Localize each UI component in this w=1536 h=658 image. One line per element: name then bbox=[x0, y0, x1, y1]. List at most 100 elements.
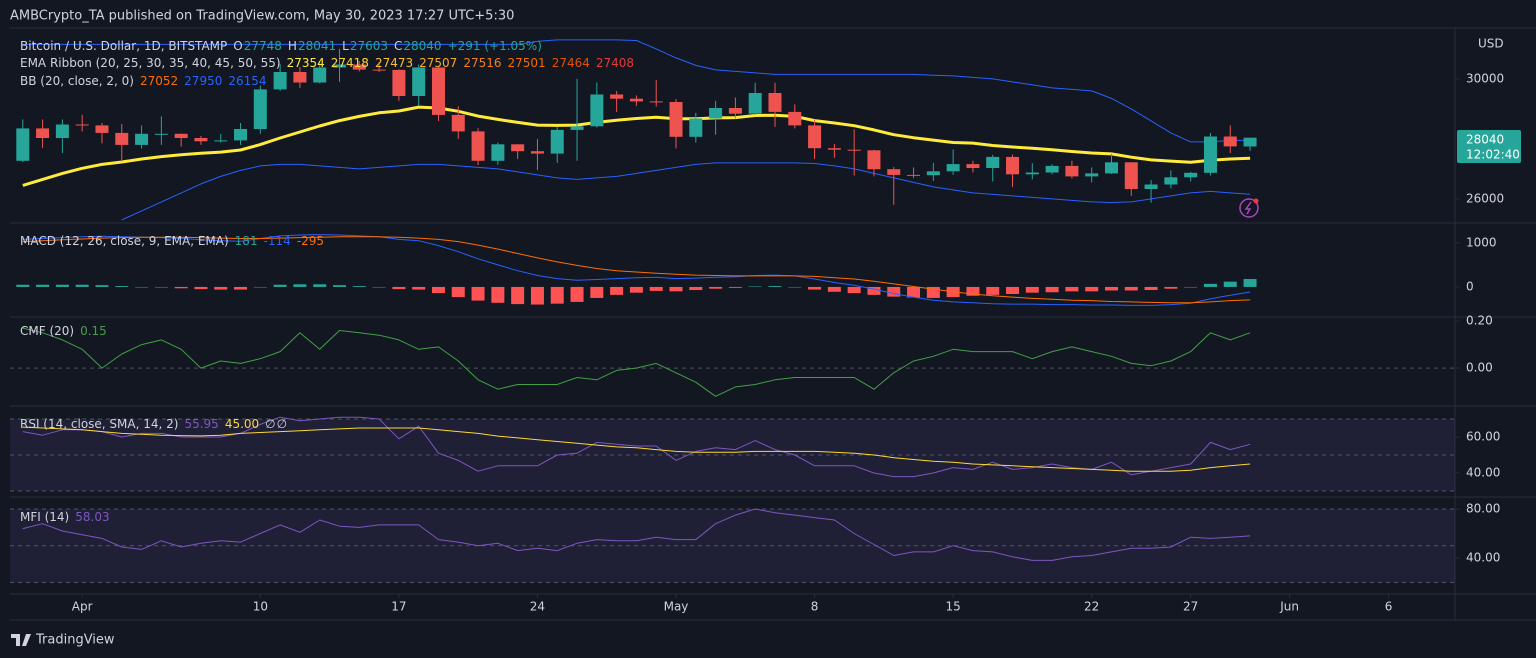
candle-body bbox=[827, 148, 841, 150]
histogram-bar bbox=[669, 286, 683, 292]
candle-body bbox=[253, 89, 267, 129]
histogram-bar bbox=[689, 286, 703, 291]
histogram-bar bbox=[491, 286, 505, 303]
candle-body bbox=[511, 144, 525, 152]
y-tick-label: 80.00 bbox=[1466, 502, 1500, 516]
y-tick-label: 1000 bbox=[1466, 235, 1497, 249]
legend-text: 27950 bbox=[184, 74, 222, 88]
candle-body bbox=[55, 124, 69, 138]
histogram-bar bbox=[511, 286, 525, 305]
candle-body bbox=[75, 124, 89, 126]
candle-body bbox=[372, 69, 386, 71]
legend-text: 45.00 bbox=[225, 417, 259, 431]
series-line bbox=[22, 508, 1251, 561]
candle-body bbox=[887, 169, 901, 175]
histogram-bar bbox=[709, 286, 723, 289]
lightning-icon bbox=[1239, 198, 1259, 218]
histogram-bar bbox=[16, 284, 30, 287]
histogram-bar bbox=[1065, 286, 1079, 292]
legend-text: 28041 bbox=[298, 39, 336, 53]
histogram-bar bbox=[75, 284, 89, 287]
histogram-bar bbox=[273, 284, 287, 287]
last-price-tag bbox=[1457, 130, 1521, 163]
legend-line: CMF (20) 0.15 bbox=[20, 324, 107, 338]
candle-body bbox=[748, 93, 762, 114]
candle-body bbox=[154, 133, 168, 135]
y-tick-label: 0 bbox=[1466, 279, 1474, 293]
candle-body bbox=[16, 128, 30, 161]
pane-frame bbox=[10, 27, 1536, 621]
candle-body bbox=[550, 129, 564, 154]
candle-body bbox=[590, 94, 604, 127]
x-tick-label: 15 bbox=[945, 600, 960, 614]
candle-body bbox=[491, 144, 505, 161]
histogram-bar bbox=[827, 286, 841, 292]
candle-body bbox=[1124, 162, 1138, 189]
legend-text: H bbox=[288, 39, 297, 53]
legend-text: 27516 bbox=[463, 56, 501, 70]
histogram-bar bbox=[1164, 286, 1178, 289]
candle-body bbox=[1184, 172, 1198, 178]
candle-body bbox=[1104, 162, 1118, 174]
histogram-bar bbox=[95, 285, 109, 287]
candle-body bbox=[194, 138, 208, 142]
candle-body bbox=[313, 67, 327, 83]
legend-text: Bitcoin / U.S. Dollar, 1D, BITSTAMP bbox=[20, 39, 227, 53]
x-tick-label: Apr bbox=[72, 600, 93, 614]
candle-body bbox=[808, 125, 822, 149]
candle-body bbox=[1144, 184, 1158, 189]
candle-body bbox=[986, 156, 1000, 168]
candle-body bbox=[293, 72, 307, 83]
x-tick-label: 22 bbox=[1084, 600, 1099, 614]
y-tick-label: 60.00 bbox=[1466, 430, 1500, 444]
candle-body bbox=[788, 111, 802, 126]
candle-body bbox=[36, 128, 50, 138]
histogram-bar bbox=[887, 286, 901, 297]
header-title: AMBCrypto_TA published on TradingView.co… bbox=[10, 9, 514, 24]
histogram-bar bbox=[1184, 286, 1198, 288]
legend-text: 27408 bbox=[596, 56, 634, 70]
histogram-bar bbox=[392, 286, 406, 290]
histogram-bar bbox=[293, 284, 307, 287]
x-tick-label: May bbox=[664, 600, 689, 614]
x-tick-label: 6 bbox=[1385, 600, 1393, 614]
candle-body bbox=[1065, 165, 1079, 177]
legend-text: 55.95 bbox=[184, 417, 218, 431]
legend-text: +291 (+1.05%) bbox=[448, 39, 542, 53]
histogram-bar bbox=[471, 286, 485, 301]
legend-text: 28040 bbox=[403, 39, 441, 53]
histogram-bar bbox=[55, 284, 69, 287]
series-line bbox=[22, 416, 1251, 478]
candle-body bbox=[966, 164, 980, 168]
candle-body bbox=[214, 140, 228, 142]
histogram-bar bbox=[629, 286, 643, 293]
series-line bbox=[22, 39, 1251, 143]
candle-body bbox=[649, 101, 663, 103]
candle-body bbox=[352, 64, 366, 70]
candle-body bbox=[709, 108, 723, 119]
overlay: Apr 10 17 24 May 8 15 22 27 Jun 6 26000 30000 Bitcoin… bbox=[20, 39, 1504, 614]
candle-body bbox=[530, 151, 544, 154]
candle-body bbox=[174, 133, 188, 138]
histogram-bar bbox=[333, 285, 347, 287]
candle-body bbox=[1085, 173, 1099, 177]
legend-text: 27501 bbox=[508, 56, 546, 70]
x-tick-label: 17 bbox=[391, 600, 406, 614]
histogram-bar bbox=[530, 286, 544, 305]
candle-body bbox=[768, 93, 782, 112]
series-line bbox=[121, 162, 1251, 221]
histogram-bar bbox=[1243, 278, 1257, 287]
legend-text: 181 bbox=[235, 234, 258, 248]
legend-text: 27464 bbox=[552, 56, 590, 70]
candle-body bbox=[689, 118, 703, 137]
candle-body bbox=[135, 133, 149, 145]
plot-area bbox=[10, 39, 1455, 583]
histogram-bar bbox=[1124, 286, 1138, 291]
histogram-bar bbox=[867, 286, 881, 295]
histogram-bar bbox=[313, 284, 327, 287]
candle-body bbox=[847, 149, 861, 151]
legend-text: 27052 bbox=[140, 74, 178, 88]
candle-body bbox=[867, 150, 881, 170]
candle-body bbox=[431, 67, 445, 115]
candle-body bbox=[451, 114, 465, 132]
